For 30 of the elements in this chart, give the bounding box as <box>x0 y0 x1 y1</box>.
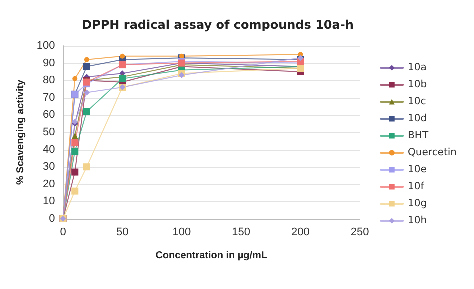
legend-label: 10a <box>408 62 427 74</box>
y-tick-label: 70 <box>43 92 56 104</box>
y-axis-title: % Scavenging activity <box>16 80 26 186</box>
legend-label: 10b <box>408 80 428 90</box>
y-tick-label: 100 <box>36 40 56 52</box>
legend-label: BHT <box>408 130 430 142</box>
legend-label: 10f <box>408 182 425 192</box>
y-tick-label: 60 <box>43 109 56 122</box>
legend-label: 10d <box>408 114 428 124</box>
legend-label: 10c <box>408 96 426 108</box>
x-tick-label: 150 <box>232 226 250 238</box>
x-tick-label: 200 <box>291 226 310 238</box>
y-tick-label: 0 <box>49 213 56 225</box>
x-tick-label: 0 <box>60 226 66 238</box>
y-tick-label: 30 <box>43 161 56 174</box>
legend-label: 10e <box>408 164 427 176</box>
y-tick-label: 10 <box>43 196 56 208</box>
legend-label: 10g <box>408 198 428 210</box>
x-tick-label: 250 <box>350 226 370 238</box>
x-tick-label: 100 <box>172 226 192 238</box>
legend-label: 10h <box>408 216 428 226</box>
y-tick-label: 50 <box>43 126 56 138</box>
x-axis-title: Concentration in µg/mL <box>156 250 268 262</box>
x-tick-label: 50 <box>116 226 129 238</box>
chart-title: DPPH radical assay of compounds 10a-h <box>82 18 354 32</box>
y-tick-label: 80 <box>43 74 56 87</box>
legend-label: Quercetin <box>408 148 458 158</box>
y-tick-label: 40 <box>43 144 56 156</box>
y-tick-label: 20 <box>43 178 56 190</box>
y-tick-label: 90 <box>43 57 56 70</box>
